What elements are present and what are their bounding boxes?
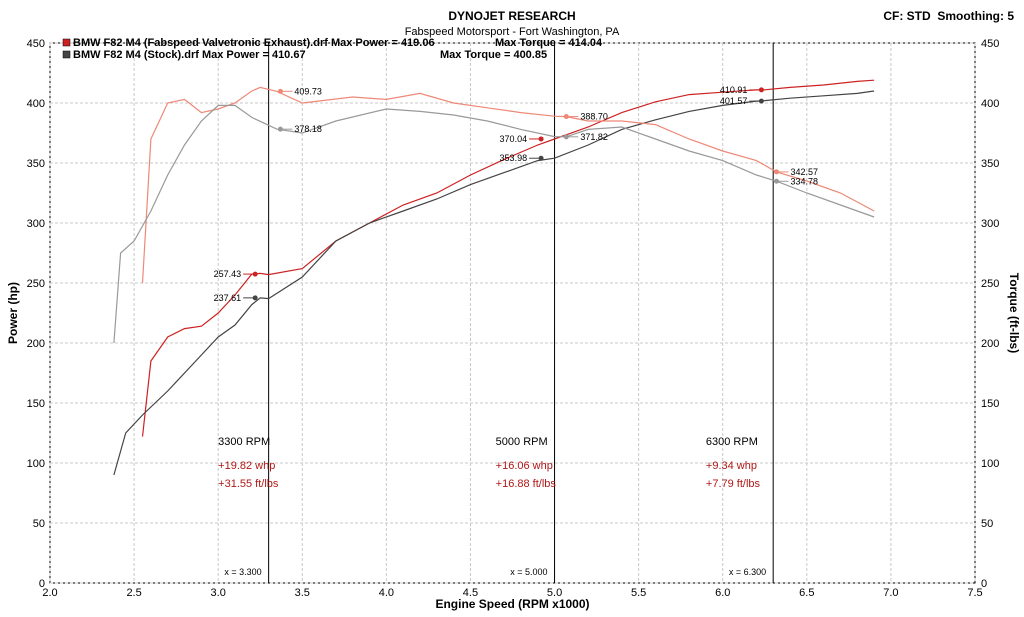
y2-axis-label: Torque (ft-lbs) <box>1007 273 1021 353</box>
y-axis-label: Power (hp) <box>6 282 20 344</box>
y2-tick-label: 200 <box>981 338 999 350</box>
y-tick-label: 400 <box>27 98 45 110</box>
legend-swatch <box>62 38 71 47</box>
y2-tick-label: 100 <box>981 458 999 470</box>
x-tick-label: 3.0 <box>211 587 226 599</box>
x-tick-label: 2.0 <box>42 587 57 599</box>
x-tick-label: 7.0 <box>883 587 898 599</box>
data-point-label: 370.04 <box>500 134 528 144</box>
y-tick-label: 0 <box>39 578 45 590</box>
annotation-rpm: 3300 RPM <box>218 436 270 448</box>
y-tick-label: 150 <box>27 398 45 410</box>
annotation-rpm: 5000 RPM <box>496 436 548 448</box>
y-tick-label: 300 <box>27 218 45 230</box>
legend-max-torque: Max Torque = 400.85 <box>440 49 547 61</box>
x-tick-label: 4.5 <box>463 587 478 599</box>
y2-tick-label: 450 <box>981 38 999 50</box>
chart-title: DYNOJET RESEARCH <box>448 9 576 23</box>
data-point-label: 353.98 <box>500 153 528 163</box>
annotation-torque: +16.88 ft/lbs <box>496 478 557 490</box>
series-line-torque <box>113 104 875 344</box>
rpm-marker-label: x = 6.300 <box>729 567 766 577</box>
y2-tick-label: 350 <box>981 158 999 170</box>
y-tick-label: 350 <box>27 158 45 170</box>
dyno-settings: CF: STD Smoothing: 5 <box>883 9 1014 23</box>
annotation-whp: +9.34 whp <box>706 460 757 472</box>
x-tick-label: 4.0 <box>379 587 394 599</box>
x-tick-label: 2.5 <box>126 587 141 599</box>
y2-tick-label: 250 <box>981 278 999 290</box>
y2-tick-label: 50 <box>981 518 993 530</box>
x-tick-label: 6.5 <box>799 587 814 599</box>
data-point-label: 388.70 <box>580 112 608 122</box>
annotation-torque: +7.79 ft/lbs <box>706 478 761 490</box>
data-point-label: 409.73 <box>294 86 322 96</box>
legend-entry: BMW F82 M4 (Stock).drf Max Power = 410.6… <box>73 49 306 61</box>
annotation-torque: +31.55 ft/lbs <box>218 478 279 490</box>
annotation-whp: +19.82 whp <box>218 460 275 472</box>
y-tick-label: 250 <box>27 278 45 290</box>
rpm-marker-label: x = 5.000 <box>510 567 547 577</box>
x-tick-label: 6.0 <box>715 587 730 599</box>
y-tick-label: 50 <box>33 518 45 530</box>
legend-entry: BMW F82 M4 (Fabspeed Valvetronic Exhaust… <box>73 37 435 49</box>
data-point-label: 334.78 <box>791 176 819 186</box>
annotation-rpm: 6300 RPM <box>706 436 758 448</box>
y-tick-label: 100 <box>27 458 45 470</box>
plot-frame <box>49 42 976 584</box>
y2-tick-label: 400 <box>981 98 999 110</box>
x-tick-label: 7.5 <box>967 587 982 599</box>
data-point-label: 371.82 <box>580 132 608 142</box>
y-tick-label: 450 <box>27 38 45 50</box>
data-point-label: 401.57 <box>720 96 748 106</box>
rpm-marker-label: x = 3.300 <box>224 567 261 577</box>
y2-tick-label: 300 <box>981 218 999 230</box>
y2-tick-label: 150 <box>981 398 999 410</box>
x-tick-label: 5.5 <box>631 587 646 599</box>
legend-swatch <box>62 50 71 59</box>
data-point-label: 410.91 <box>720 85 748 95</box>
data-point-label: 257.43 <box>214 269 242 279</box>
legend-max-torque: Max Torque = 414.04 <box>495 37 603 49</box>
data-point-label: 237.61 <box>214 293 242 303</box>
y-tick-label: 200 <box>27 338 45 350</box>
x-axis-label: Engine Speed (RPM x1000) <box>435 597 589 611</box>
data-point-label: 378.18 <box>294 124 322 134</box>
x-tick-label: 5.0 <box>547 587 562 599</box>
x-tick-label: 3.5 <box>295 587 310 599</box>
annotation-whp: +16.06 whp <box>496 460 553 472</box>
y2-tick-label: 0 <box>981 578 987 590</box>
data-point-label: 342.57 <box>791 167 819 177</box>
chart-subtitle: Fabspeed Motorsport - Fort Washington, P… <box>404 26 620 38</box>
